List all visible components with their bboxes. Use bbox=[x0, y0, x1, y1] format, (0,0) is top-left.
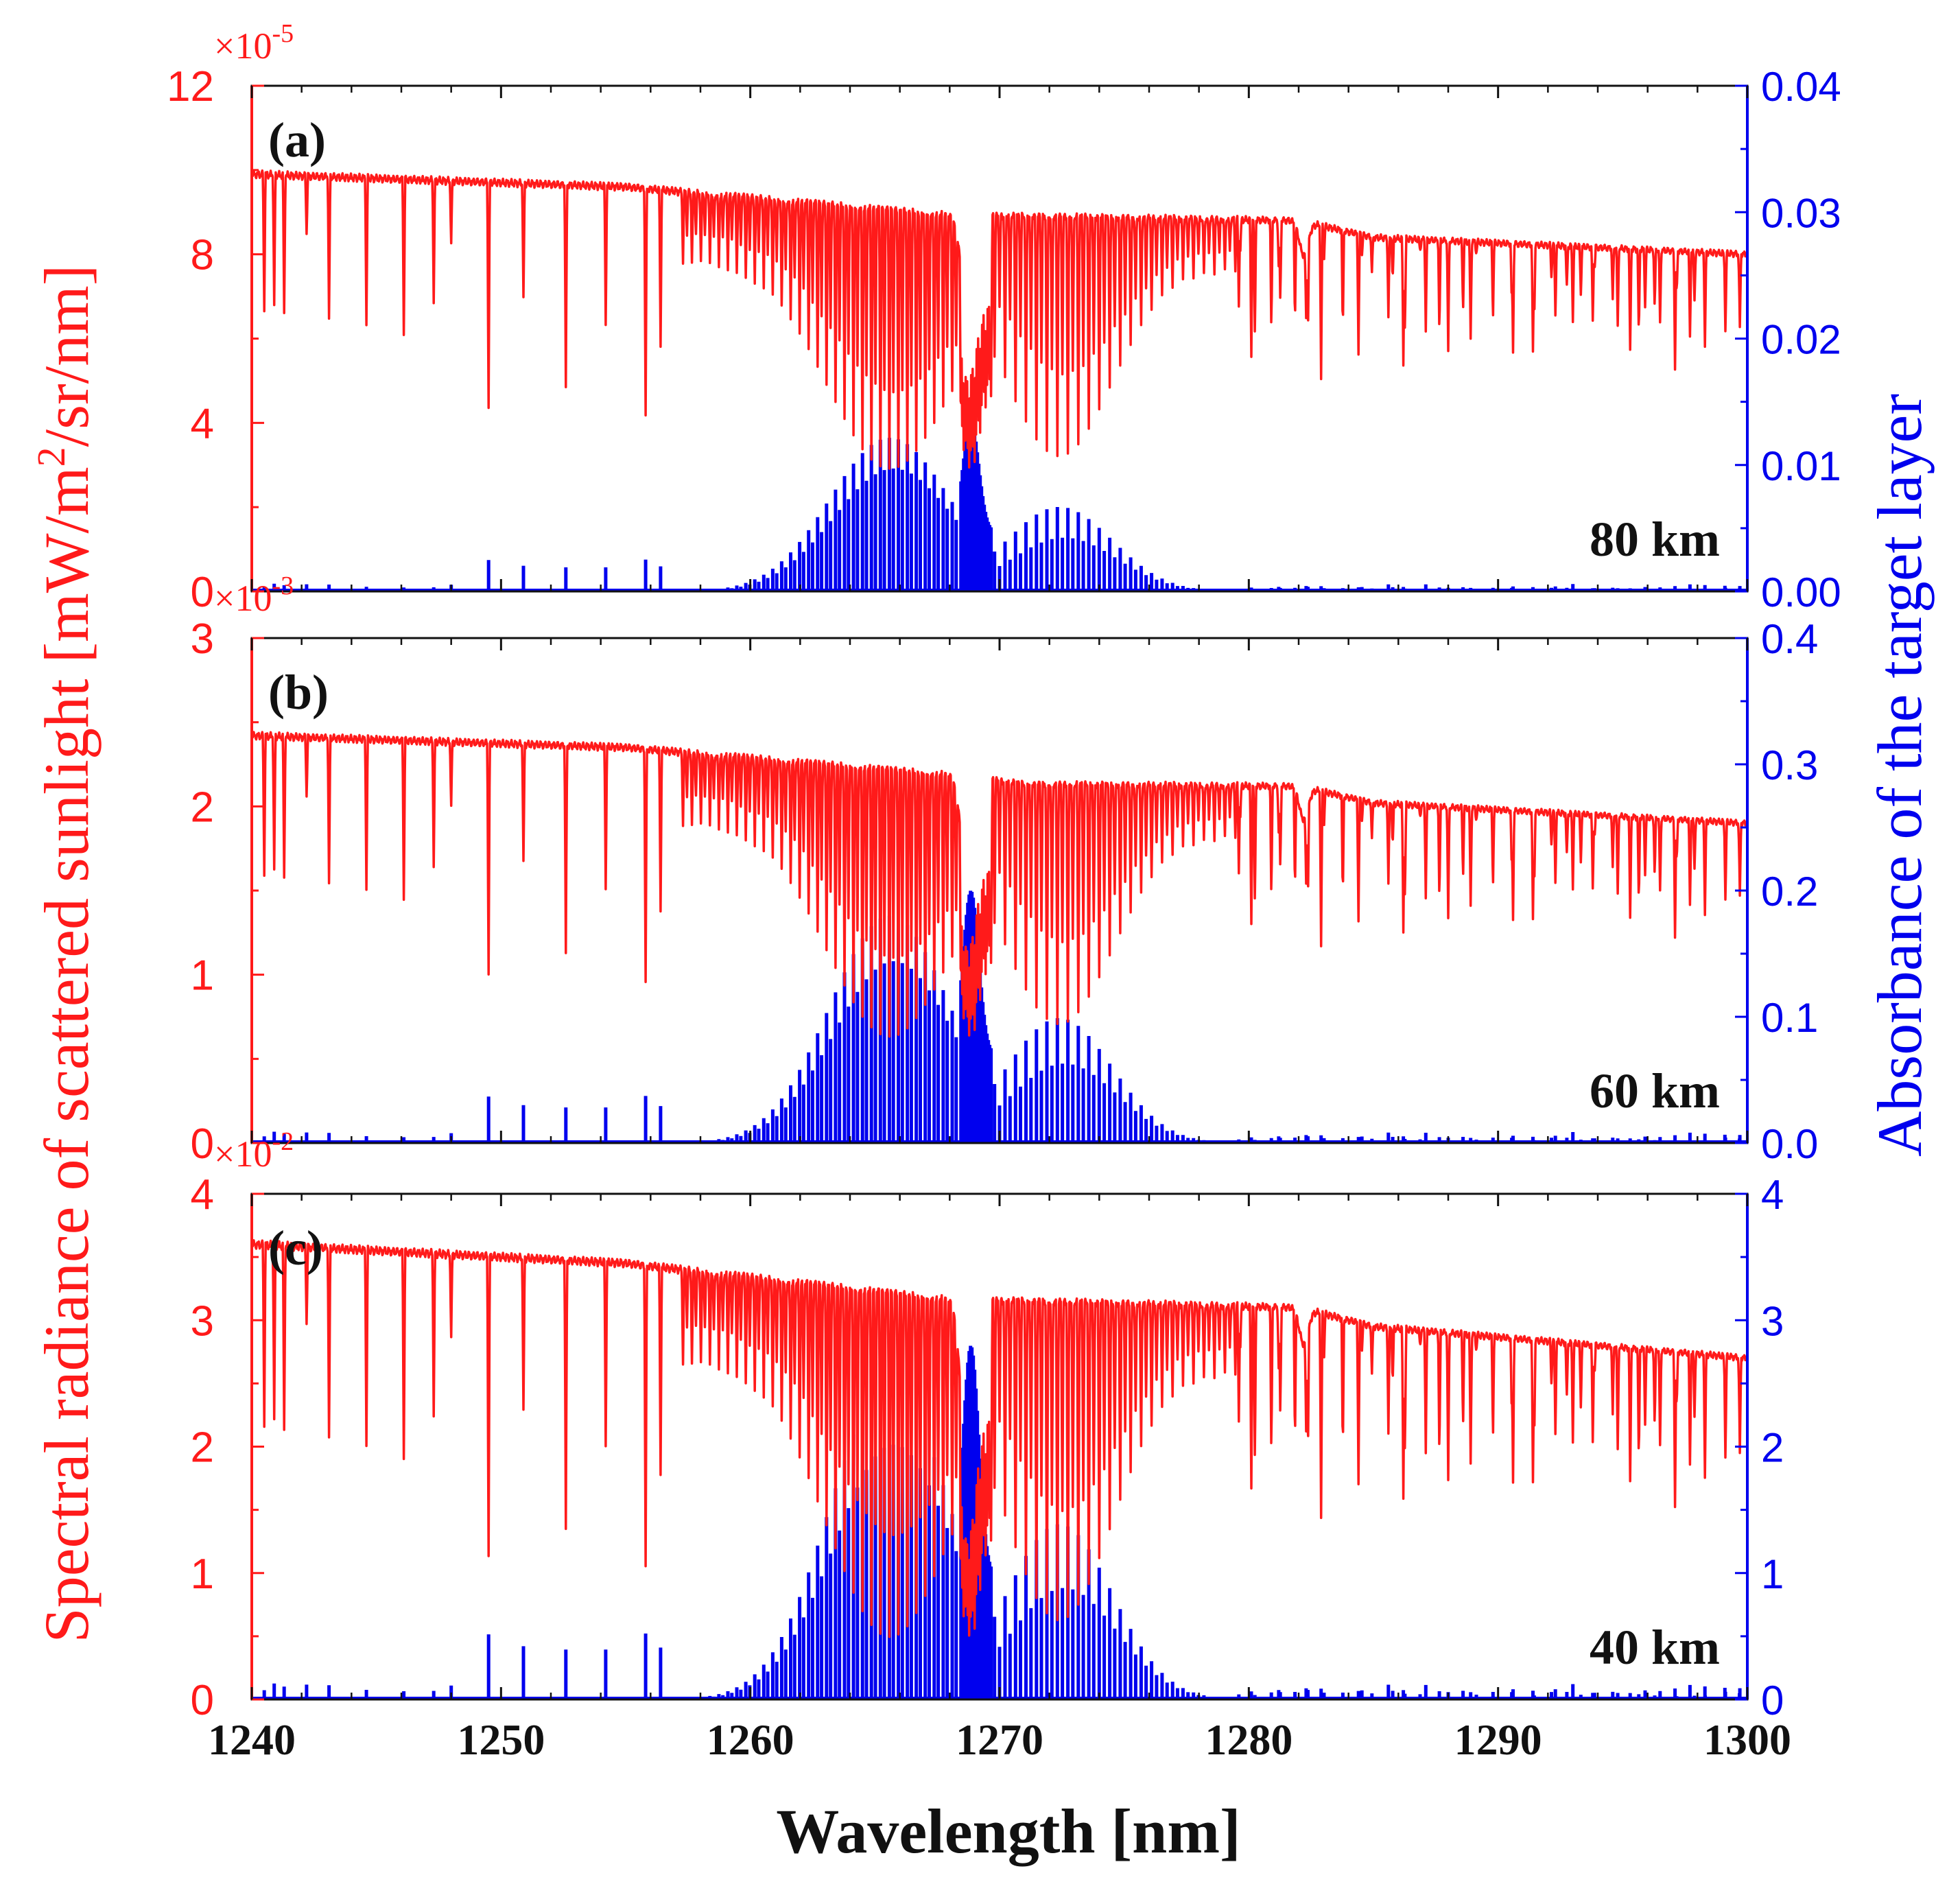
plot-frame bbox=[250, 637, 1749, 1144]
x-tick-label: 1240 bbox=[208, 1715, 296, 1764]
absorbance-series bbox=[252, 421, 1747, 591]
x-tick-label: 1290 bbox=[1454, 1715, 1542, 1764]
radiance-line bbox=[252, 1239, 1747, 1638]
panel-a: 0 4 8 12×10-5 0.00 0.01 0.02 0.03 0.04 (a) 80 km bbox=[167, 19, 1841, 616]
radiance-series bbox=[252, 1239, 1747, 1638]
right-tick-label: 0.0 bbox=[1761, 1121, 1818, 1167]
left-tick-label: 4 bbox=[191, 1171, 214, 1219]
right-tick-label: 0.2 bbox=[1761, 869, 1818, 915]
left-tick-label: 2 bbox=[191, 1424, 214, 1472]
x-tick-label: 1270 bbox=[956, 1715, 1043, 1764]
left-tick-label: 0 bbox=[191, 1677, 214, 1724]
left-tick-label: 4 bbox=[191, 400, 214, 447]
left-tick-label: 3 bbox=[191, 1297, 214, 1345]
absorbance-lines bbox=[262, 421, 1742, 591]
x-tick-label: 1300 bbox=[1703, 1715, 1791, 1764]
panel-label: (b) bbox=[268, 665, 329, 720]
left-tick-label: 3 bbox=[191, 615, 214, 663]
panel-label: (a) bbox=[268, 113, 326, 167]
radiance-line bbox=[252, 169, 1747, 470]
right-y-axis-title: Absorbance of the target layer bbox=[1865, 394, 1935, 1157]
right-tick-label: 0.00 bbox=[1761, 569, 1841, 615]
left-multiplier: ×10-3 bbox=[214, 572, 294, 619]
left-tick-label: 0 bbox=[191, 1120, 214, 1168]
radiance-line bbox=[252, 731, 1747, 1038]
left-multiplier: ×10-2 bbox=[214, 1127, 294, 1175]
left-tick-label: 12 bbox=[167, 63, 214, 110]
right-tick-label: 0.01 bbox=[1761, 443, 1841, 489]
left-tick-label: 8 bbox=[191, 232, 214, 279]
absorbance-lines bbox=[262, 891, 1742, 1143]
right-tick-label: 0.04 bbox=[1761, 64, 1841, 110]
x-tick-label: 1280 bbox=[1205, 1715, 1292, 1764]
right-tick-label: 0.4 bbox=[1761, 616, 1818, 662]
left-multiplier: ×10-5 bbox=[214, 19, 294, 67]
absorbance-lines bbox=[262, 1345, 1742, 1699]
panel-label: (c) bbox=[268, 1221, 323, 1275]
plot-frame bbox=[250, 84, 1749, 593]
altitude-label: 80 km bbox=[1590, 512, 1720, 567]
right-tick-label: 0.02 bbox=[1761, 317, 1841, 363]
altitude-label: 40 km bbox=[1590, 1620, 1720, 1675]
left-tick-label: 1 bbox=[191, 952, 214, 1000]
absorbance-series bbox=[252, 891, 1747, 1143]
right-tick-label: 0.3 bbox=[1761, 742, 1818, 788]
right-tick-label: 2 bbox=[1761, 1425, 1784, 1471]
altitude-label: 60 km bbox=[1590, 1063, 1720, 1118]
x-tick-label: 1260 bbox=[707, 1715, 794, 1764]
right-tick-label: 3 bbox=[1761, 1298, 1784, 1344]
x-tick-label: 1250 bbox=[457, 1715, 545, 1764]
x-axis-title: Wavelength [nm] bbox=[776, 1796, 1240, 1866]
right-tick-label: 0.1 bbox=[1761, 995, 1818, 1041]
panel-b: 0 1 2 3×10-3 0.0 0.1 0.2 0.3 0.4 (b) 60 km bbox=[191, 572, 1819, 1168]
plot-frame bbox=[250, 1192, 1749, 1701]
left-tick-label: 2 bbox=[191, 784, 214, 831]
right-tick-label: 0 bbox=[1761, 1678, 1784, 1723]
left-tick-label: 0 bbox=[191, 569, 214, 616]
right-tick-label: 4 bbox=[1761, 1172, 1784, 1218]
radiance-series bbox=[252, 169, 1747, 470]
left-y-axis-title: Spectral radiance of scattered sunlight … bbox=[29, 265, 102, 1643]
right-tick-label: 1 bbox=[1761, 1551, 1784, 1597]
left-tick-label: 1 bbox=[191, 1551, 214, 1598]
right-tick-label: 0.03 bbox=[1761, 190, 1841, 236]
radiance-series bbox=[252, 731, 1747, 1038]
